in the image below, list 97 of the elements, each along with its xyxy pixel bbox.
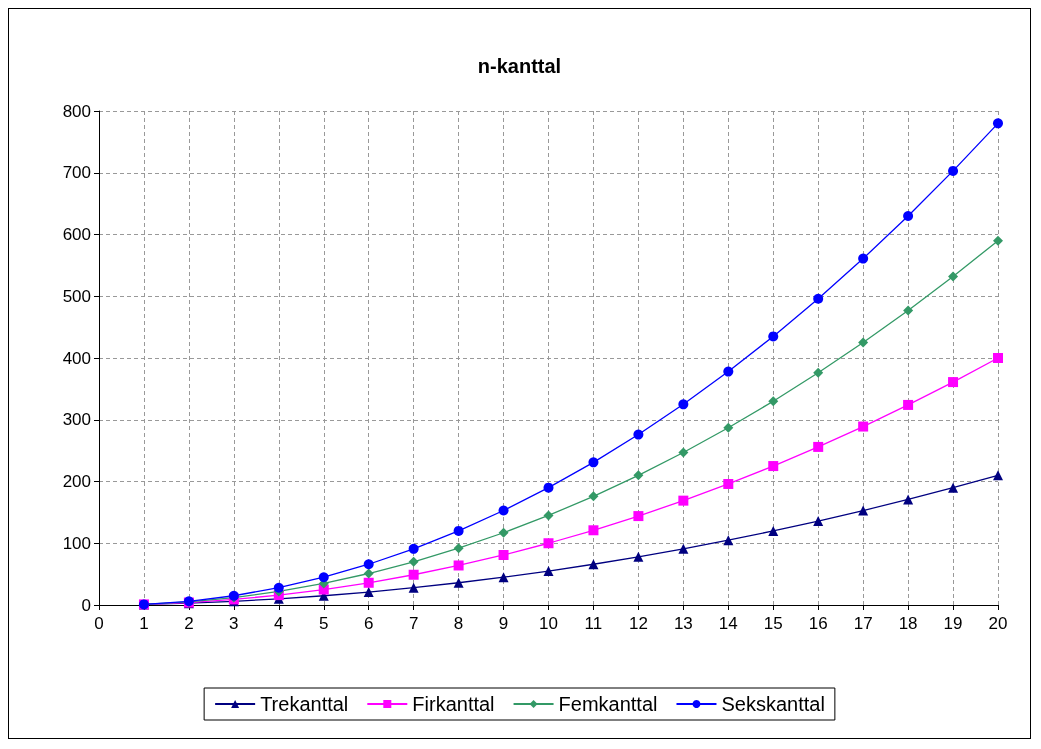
legend-label: Sekskanttal [721,693,825,715]
x-tick-label: 19 [943,614,963,633]
point [498,505,509,516]
point [363,559,374,570]
point [903,399,914,410]
legend-label: Trekanttal [260,693,349,715]
x-tick-label: 17 [853,614,873,633]
point [363,577,374,588]
x-tick-label: 6 [363,614,374,633]
point [678,495,689,506]
point [543,538,554,549]
point [813,516,824,527]
point [633,511,644,522]
point [723,478,734,489]
point [543,482,554,493]
point [588,457,599,468]
point [678,447,689,458]
point [993,235,1003,246]
point [498,549,509,560]
y-tick-label: 300 [62,410,91,430]
y-tick-label: 0 [81,595,91,615]
x-tick-label: 11 [584,614,603,633]
point [723,366,734,377]
x-tick-label: 10 [539,614,558,633]
point [858,421,869,432]
point [948,377,959,388]
point [768,461,779,472]
point [543,566,554,577]
point [948,482,959,493]
x-tick-label: 9 [498,614,509,633]
x-tick-label: 16 [808,614,828,633]
point [408,569,419,580]
x-tick-label: 1 [139,614,149,633]
point [858,337,869,348]
point [588,525,599,536]
x-tick-label: 2 [184,614,194,633]
x-tick-label: 18 [898,614,918,633]
point [993,118,1003,129]
x-tick-label: 12 [628,614,648,633]
y-tick-label: 700 [62,163,91,183]
legend-label: Firkanttal [412,693,495,715]
point [813,441,824,452]
point [903,494,914,505]
point [858,253,869,264]
point [633,470,644,481]
point [903,305,914,316]
point [678,399,689,410]
point [768,396,779,407]
x-tick-label: 3 [229,614,239,633]
point [498,527,509,538]
x-tick-label: 5 [319,614,329,633]
point [948,165,959,176]
point [543,510,554,521]
point [723,535,734,546]
point [408,543,419,554]
point [768,331,779,342]
x-tick-label: 14 [718,614,738,633]
point [408,582,419,593]
point [813,367,824,378]
point [678,543,689,554]
x-tick-label: 4 [274,614,284,633]
point [363,568,374,579]
point [768,525,779,536]
chart-title: n-kanttal [477,55,562,77]
point [408,556,419,567]
legend-label: Femkanttal [558,693,658,715]
point [588,559,599,570]
point [723,422,734,433]
point [633,429,644,440]
point [363,587,374,598]
x-tick-label: 8 [453,614,464,633]
y-tick-label: 100 [62,533,91,553]
y-tick-label: 800 [62,101,91,121]
point [948,271,959,282]
x-tick-label: 7 [408,614,419,633]
y-tick-label: 600 [62,225,91,244]
y-tick-label: 500 [62,286,91,306]
x-tick-label: 20 [988,614,1008,633]
point [993,353,1003,363]
point [993,470,1003,481]
y-tick-label: 400 [62,348,91,368]
point [453,543,464,554]
point [858,505,869,516]
x-tick-label: 13 [673,614,693,633]
point [453,525,464,536]
x-tick-label: 0 [94,614,104,633]
point [453,560,464,571]
point [273,582,284,593]
point [903,210,914,221]
point [498,572,509,583]
point [318,572,329,583]
x-tick-label: 15 [763,614,783,633]
point [633,551,644,562]
y-tick-label: 200 [62,472,91,491]
point [453,577,464,588]
point [813,293,824,304]
point [588,491,599,502]
